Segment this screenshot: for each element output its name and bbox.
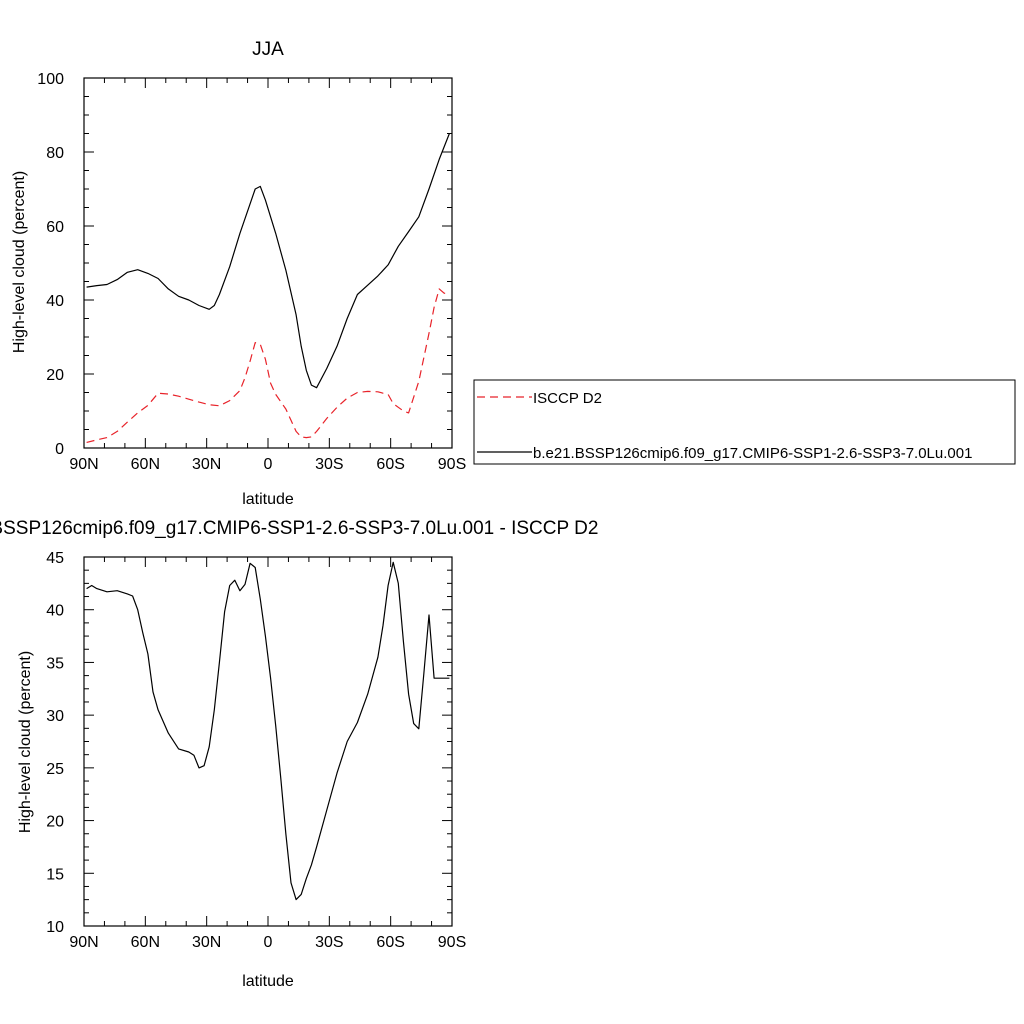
bottom-xtick-label: 90S (438, 934, 466, 951)
bottom-xtick-label: 0 (264, 934, 273, 951)
top-series-line-0 (86, 288, 450, 443)
top-xtick-label: 30S (315, 456, 343, 473)
bottom-chart-xlabel: latitude (242, 973, 294, 990)
top-chart-xlabel: latitude (242, 491, 294, 508)
bottom-ytick-label: 30 (46, 708, 64, 725)
bottom-xtick-label: 90N (69, 934, 98, 951)
bottom-xtick-label: 60S (376, 934, 404, 951)
top-xtick-label: 90N (69, 456, 98, 473)
bottom-chart-panel: b.e21.BSSP126cmip6.f09_g17.CMIP6-SSP1-2.… (0, 518, 598, 990)
bottom-series-line-0 (86, 561, 450, 901)
top-chart-axes: 90N 60N 30N 0 30S 60S 90S 0 20 40 60 80 100 (37, 71, 466, 473)
bottom-ytick-label: 15 (46, 866, 64, 883)
top-chart-series-group (86, 133, 450, 443)
top-xtick-label: 60S (376, 456, 404, 473)
top-plot-frame (83, 77, 453, 449)
chart-legend: ISCCP D2 b.e21.BSSP126cmip6.f09_g17.CMIP… (473, 379, 1016, 465)
bottom-xtick-label: 60N (131, 934, 160, 951)
legend-label-model: b.e21.BSSP126cmip6.f09_g17.CMIP6-SSP1-2.… (533, 445, 972, 462)
bottom-chart-ylabel: High-level cloud (percent) (17, 651, 34, 833)
bottom-ytick-label: 45 (46, 550, 64, 567)
top-chart-panel: JJA 90N 60N 30N 0 30S 60S 90S 0 20 40 60 80 100 lati… (11, 39, 466, 508)
legend-box (473, 379, 1016, 465)
top-xtick-label: 0 (264, 456, 273, 473)
bottom-xtick-label: 30S (315, 934, 343, 951)
top-xtick-label: 30N (192, 456, 221, 473)
top-ytick-label: 40 (46, 293, 64, 310)
top-ytick-label: 100 (37, 71, 64, 88)
top-ytick-label: 80 (46, 145, 64, 162)
top-ytick-label: 0 (55, 441, 64, 458)
bottom-chart-title: b.e21.BSSP126cmip6.f09_g17.CMIP6-SSP1-2.… (0, 518, 598, 539)
top-ytick-label: 20 (46, 367, 64, 384)
bottom-ytick-label: 20 (46, 814, 64, 831)
bottom-ytick-label: 25 (46, 761, 64, 778)
top-chart-title: JJA (252, 39, 284, 60)
top-xtick-label: 90S (438, 456, 466, 473)
bottom-chart-axes: 90N 60N 30N 0 30S 60S 90S 10 15 20 25 30 35 40 45 (46, 550, 466, 951)
top-series-line-1 (86, 133, 450, 389)
legend-label-isccp: ISCCP D2 (533, 390, 602, 407)
bottom-ytick-label: 35 (46, 655, 64, 672)
bottom-chart-series-group (86, 561, 450, 901)
bottom-ytick-label: 40 (46, 603, 64, 620)
top-ytick-label: 60 (46, 219, 64, 236)
top-chart-ylabel: High-level cloud (percent) (11, 171, 28, 353)
bottom-plot-frame (83, 556, 453, 927)
bottom-xtick-label: 30N (192, 934, 221, 951)
top-xtick-label: 60N (131, 456, 160, 473)
bottom-ytick-label: 10 (46, 919, 64, 936)
